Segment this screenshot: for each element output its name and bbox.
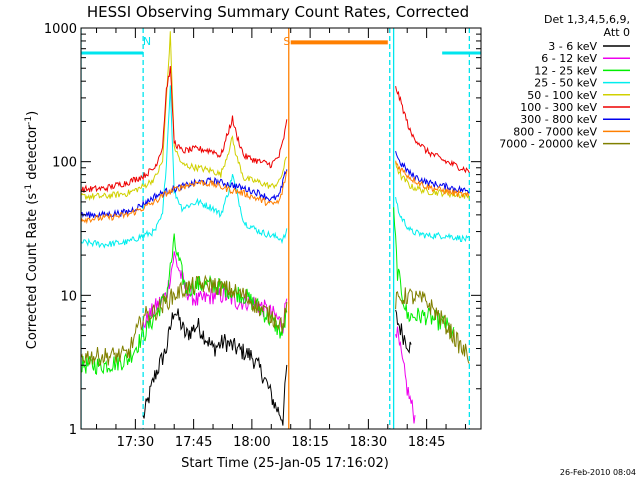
series-line-0-day1 — [142, 308, 288, 426]
x-tick-label: 18:30 — [350, 435, 387, 450]
legend-header-line-1: Det 1,3,4,5,6,9, — [544, 13, 630, 26]
y-tick-label: 1 — [69, 423, 77, 438]
y-axis-label-end: ) — [25, 111, 40, 116]
series-line-2-day1 — [81, 233, 288, 375]
series-line-8-day1 — [81, 274, 288, 367]
legend-entry-label: 25 - 50 keV — [534, 77, 597, 90]
period-annotation-n: N — [143, 35, 151, 48]
footer-date: 26-Feb-2010 08:04 — [560, 468, 636, 477]
legend-entry-label: 50 - 100 keV — [527, 89, 597, 102]
series-line-5-day2 — [395, 85, 470, 174]
x-tick-label: 17:30 — [117, 435, 154, 450]
x-tick-label: 17:45 — [175, 435, 212, 450]
legend-entry-label: 800 - 7000 keV — [513, 125, 597, 138]
y-axis-label-sup2: -1 — [24, 116, 34, 125]
series-line-7-day1 — [81, 170, 288, 225]
x-axis-label: Start Time (25-Jan-05 17:16:02) — [181, 456, 389, 471]
y-tick-label: 100 — [52, 156, 77, 171]
y-axis-label: Corrected Count Rate (s-1 detector-1) — [24, 111, 40, 349]
legend-entry-label: 6 - 12 keV — [541, 52, 597, 65]
chart-title: HESSI Observing Summary Count Rates, Cor… — [87, 3, 469, 21]
legend-entry-label: 300 - 800 keV — [520, 113, 597, 126]
y-tick-label: 10 — [60, 289, 77, 304]
legend-entry-label: 100 - 300 keV — [520, 101, 597, 114]
series-line-4-day1 — [81, 31, 288, 202]
legend-entry-label: 12 - 25 keV — [534, 64, 597, 77]
period-annotation-s: S — [283, 35, 290, 48]
legend-header-line-2: Att 0 — [604, 26, 630, 39]
plot-frame — [80, 27, 482, 430]
x-tick-label: 18:00 — [233, 435, 270, 450]
series-line-8-day2 — [395, 287, 470, 364]
x-tick-label: 18:15 — [291, 435, 328, 450]
series-line-3-day1 — [81, 85, 288, 249]
y-axis-label-mid: detector — [25, 124, 40, 184]
series-line-0-day2 — [395, 309, 412, 354]
y-axis-label-main: Corrected Count Rate (s — [25, 193, 40, 350]
legend-entry-label: 7000 - 20000 keV — [499, 138, 597, 151]
x-tick-label: 18:45 — [408, 435, 445, 450]
y-tick-label: 1000 — [44, 22, 77, 37]
series-line-3-day2 — [395, 197, 470, 242]
series-line-1-day2 — [395, 326, 416, 424]
series-line-5-day1 — [81, 65, 288, 193]
series-line-7-day2 — [395, 160, 470, 198]
y-axis-label-sup1: -1 — [24, 184, 34, 193]
legend-entry-label: 3 - 6 keV — [548, 40, 597, 53]
